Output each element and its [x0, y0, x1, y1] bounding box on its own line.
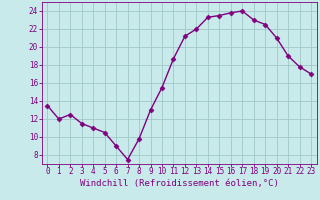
X-axis label: Windchill (Refroidissement éolien,°C): Windchill (Refroidissement éolien,°C) — [80, 179, 279, 188]
